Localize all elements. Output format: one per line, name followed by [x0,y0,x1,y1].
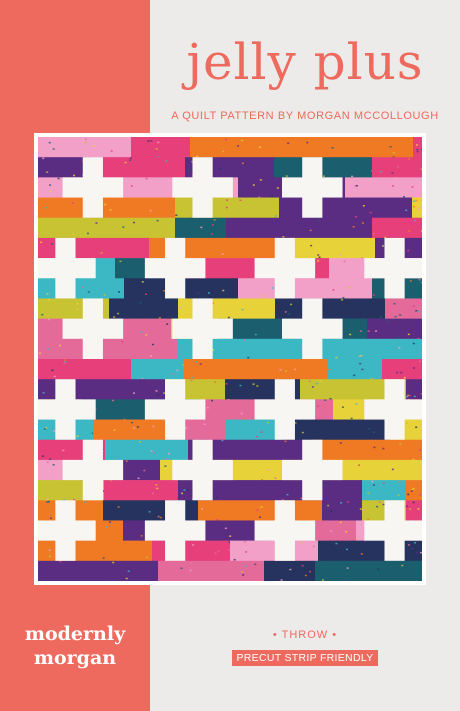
pattern-title: jelly plus [186,33,424,91]
brand-line-1: modernly [24,623,126,645]
pattern-subtitle: A QUILT PATTERN BY MORGAN MCCOLLOUGH [171,110,439,122]
brand-logo: modernly morgan [0,622,150,670]
quilt-image [34,133,426,585]
brand-line-2: morgan [33,647,117,669]
size-label: • THROW • [272,629,338,641]
quilt-illustration [38,137,422,581]
precut-badge: PRECUT STRIP FRIENDLY [232,650,378,666]
